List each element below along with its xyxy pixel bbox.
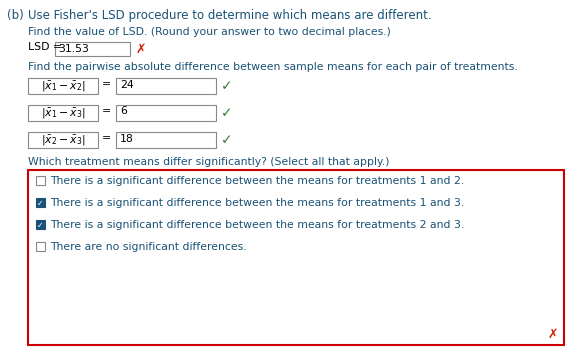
Text: ✓: ✓ — [221, 133, 233, 147]
Text: There is a significant difference between the means for treatments 1 and 2.: There is a significant difference betwee… — [50, 176, 464, 186]
Text: There are no significant differences.: There are no significant differences. — [50, 242, 246, 252]
Text: Find the pairwise absolute difference between sample means for each pair of trea: Find the pairwise absolute difference be… — [28, 62, 518, 72]
Text: 6: 6 — [120, 107, 127, 116]
Text: ✓: ✓ — [37, 221, 44, 229]
Text: ✓: ✓ — [221, 79, 233, 93]
Bar — [36, 220, 45, 229]
Bar — [55, 42, 130, 56]
Text: Find the value of LSD. (Round your answer to two decimal places.): Find the value of LSD. (Round your answe… — [28, 27, 391, 37]
Bar — [116, 105, 216, 121]
Text: $|\bar{x}_2 - \bar{x}_3|$: $|\bar{x}_2 - \bar{x}_3|$ — [41, 133, 85, 148]
Text: Use Fisher's LSD procedure to determine which means are different.: Use Fisher's LSD procedure to determine … — [28, 9, 431, 22]
Text: There is a significant difference between the means for treatments 1 and 3.: There is a significant difference betwee… — [50, 198, 464, 208]
Bar — [28, 132, 98, 148]
Bar — [28, 78, 98, 94]
Text: ✗: ✗ — [547, 328, 558, 341]
Text: LSD =: LSD = — [28, 42, 66, 52]
Bar — [36, 242, 45, 251]
Text: $|\bar{x}_1 - \bar{x}_3|$: $|\bar{x}_1 - \bar{x}_3|$ — [41, 107, 85, 121]
Bar — [28, 170, 564, 345]
Text: (b): (b) — [7, 9, 23, 22]
Text: $|\bar{x}_1 - \bar{x}_2|$: $|\bar{x}_1 - \bar{x}_2|$ — [41, 79, 85, 94]
Bar — [116, 132, 216, 148]
Text: 18: 18 — [120, 133, 134, 144]
Text: There is a significant difference between the means for treatments 2 and 3.: There is a significant difference betwee… — [50, 220, 464, 230]
Text: 24: 24 — [120, 79, 134, 90]
Text: =: = — [102, 79, 111, 90]
Text: ✓: ✓ — [37, 198, 44, 208]
Text: ✗: ✗ — [136, 43, 147, 56]
Text: =: = — [102, 107, 111, 116]
Text: Which treatment means differ significantly? (Select all that apply.): Which treatment means differ significant… — [28, 157, 390, 167]
Bar — [28, 105, 98, 121]
Bar — [36, 176, 45, 185]
Text: =: = — [102, 133, 111, 144]
Bar — [116, 78, 216, 94]
Text: ✓: ✓ — [221, 106, 233, 120]
Bar — [36, 198, 45, 207]
Text: 31.53: 31.53 — [58, 43, 89, 54]
